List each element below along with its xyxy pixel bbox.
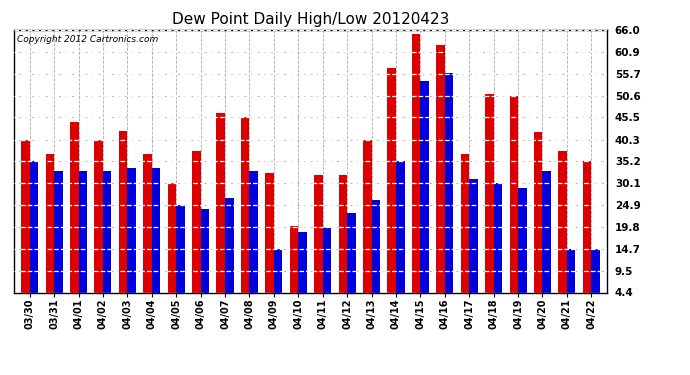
Bar	[493, 183, 502, 311]
Bar	[274, 249, 282, 311]
Bar	[119, 131, 128, 311]
Bar	[176, 205, 185, 311]
Text: Copyright 2012 Cartronics.com: Copyright 2012 Cartronics.com	[17, 35, 158, 44]
Bar	[241, 117, 250, 311]
Bar	[558, 152, 567, 311]
Bar	[128, 168, 136, 311]
Bar	[445, 73, 453, 311]
Bar	[396, 161, 404, 311]
Title: Dew Point Daily High/Low 20120423: Dew Point Daily High/Low 20120423	[172, 12, 449, 27]
Bar	[250, 171, 258, 311]
Bar	[95, 140, 103, 311]
Bar	[192, 152, 201, 311]
Bar	[469, 179, 477, 311]
Bar	[534, 132, 542, 311]
Bar	[30, 161, 38, 311]
Bar	[323, 228, 331, 311]
Bar	[46, 154, 54, 311]
Bar	[217, 113, 225, 311]
Bar	[339, 175, 347, 311]
Bar	[518, 188, 526, 311]
Bar	[567, 249, 575, 311]
Bar	[591, 249, 600, 311]
Bar	[363, 140, 371, 311]
Bar	[387, 68, 396, 311]
Bar	[290, 226, 298, 311]
Bar	[103, 171, 112, 311]
Bar	[79, 171, 87, 311]
Bar	[225, 198, 234, 311]
Bar	[583, 161, 591, 311]
Bar	[420, 81, 429, 311]
Bar	[485, 94, 493, 311]
Bar	[371, 201, 380, 311]
Bar	[70, 122, 79, 311]
Bar	[54, 171, 63, 311]
Bar	[509, 96, 518, 311]
Bar	[436, 45, 445, 311]
Bar	[266, 173, 274, 311]
Bar	[168, 183, 176, 311]
Bar	[542, 171, 551, 311]
Bar	[298, 232, 307, 311]
Bar	[461, 154, 469, 311]
Bar	[412, 34, 420, 311]
Bar	[152, 168, 160, 311]
Bar	[144, 154, 152, 311]
Bar	[21, 140, 30, 311]
Bar	[314, 175, 323, 311]
Bar	[347, 213, 355, 311]
Bar	[201, 209, 209, 311]
